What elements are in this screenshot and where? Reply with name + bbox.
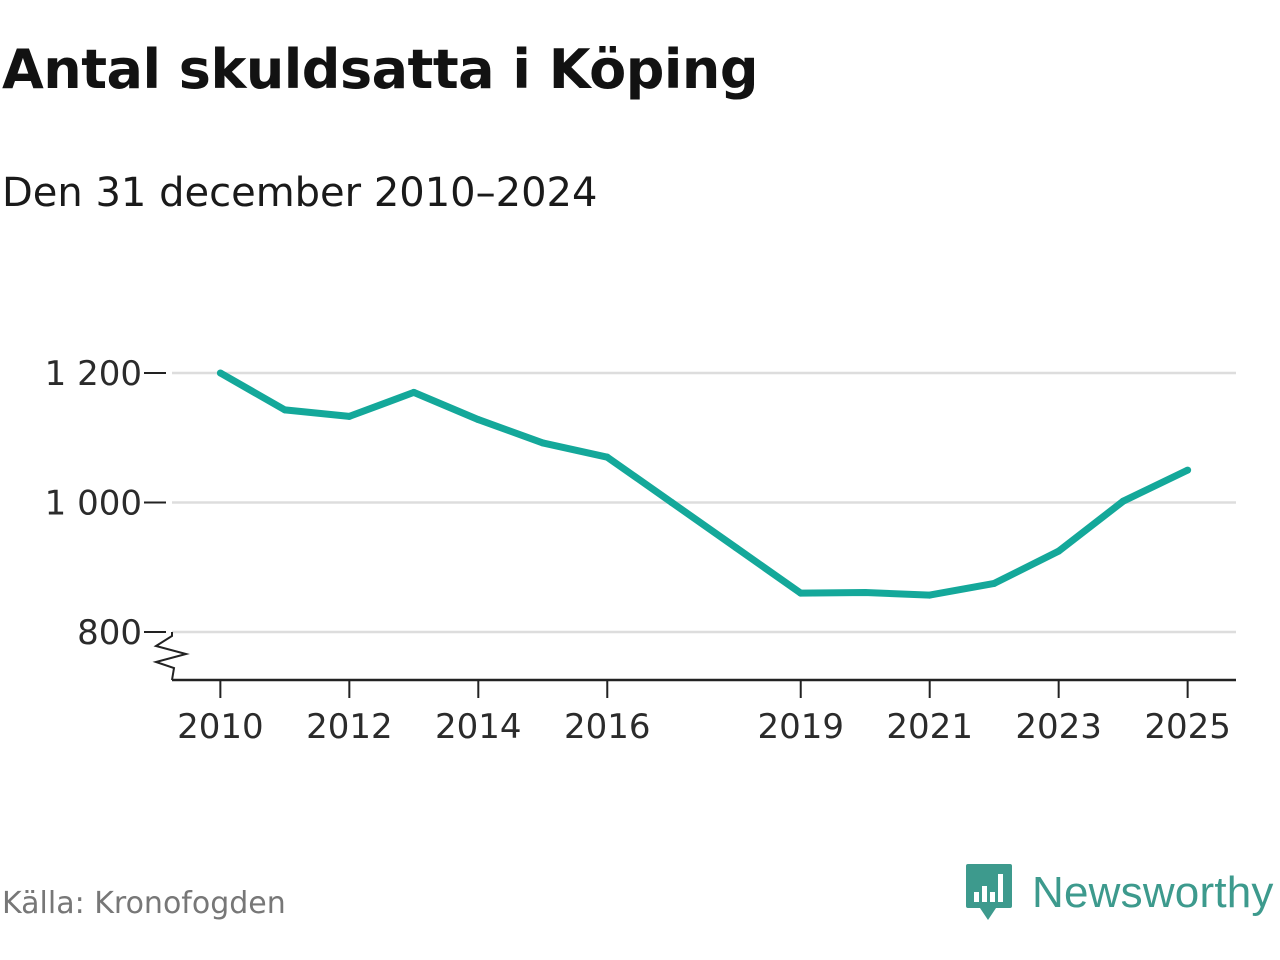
data-point bbox=[861, 589, 869, 597]
data-point bbox=[216, 369, 224, 377]
chart-title: Antal skuldsatta i Köping bbox=[2, 38, 758, 101]
data-point bbox=[603, 453, 611, 461]
series-layer bbox=[216, 369, 1192, 599]
axis-break-zigzag bbox=[152, 632, 190, 681]
data-point bbox=[281, 406, 289, 414]
series-line bbox=[218, 369, 1190, 599]
data-point bbox=[1055, 547, 1063, 555]
x-tick-label: 2023 bbox=[1015, 707, 1102, 747]
data-point bbox=[1184, 466, 1192, 474]
source-note: Källa: Kronofogden bbox=[2, 886, 286, 921]
data-point bbox=[732, 544, 740, 552]
y-tick-label: 800 bbox=[77, 613, 142, 653]
data-point bbox=[539, 439, 547, 447]
data-point bbox=[797, 589, 805, 597]
data-point bbox=[474, 416, 482, 424]
axis-layer bbox=[144, 372, 1236, 698]
data-point bbox=[926, 591, 934, 599]
grid-layer bbox=[172, 371, 1236, 634]
x-tick-label: 2012 bbox=[306, 707, 393, 747]
data-point bbox=[410, 388, 418, 396]
newsworthy-logo-icon bbox=[966, 864, 1012, 920]
y-tick-label: 1 200 bbox=[45, 354, 142, 394]
x-tick-label: 2014 bbox=[435, 707, 522, 747]
brand-name: Newsworthy bbox=[1032, 868, 1274, 917]
data-point bbox=[345, 412, 353, 420]
x-tick-label: 2016 bbox=[564, 707, 651, 747]
x-tick-label: 2010 bbox=[177, 707, 264, 747]
data-point bbox=[668, 499, 676, 506]
data-point bbox=[1119, 497, 1127, 505]
y-tick-label: 1 000 bbox=[45, 484, 142, 524]
x-tick-label: 2019 bbox=[757, 707, 844, 747]
brand-logo: Newsworthy bbox=[964, 862, 1274, 924]
x-tick-label: 2025 bbox=[1144, 707, 1231, 747]
chart-subtitle: Den 31 december 2010–2024 bbox=[2, 170, 598, 216]
data-point bbox=[990, 579, 998, 587]
label-layer: 800 1 000 1 200 2010 2012 2014 2016 2019 2021 202… bbox=[45, 354, 1231, 747]
x-tick-label: 2021 bbox=[886, 707, 973, 747]
